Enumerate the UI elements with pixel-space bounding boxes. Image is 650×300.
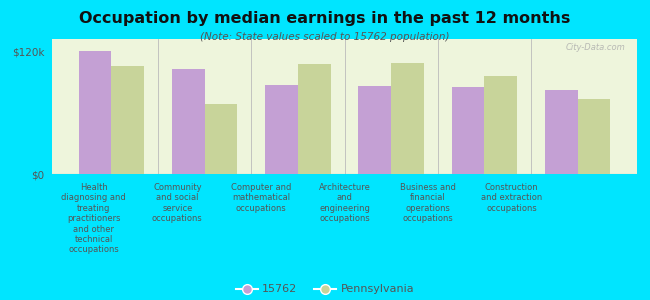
Text: Occupation by median earnings in the past 12 months: Occupation by median earnings in the pas… (79, 11, 571, 26)
Text: City-Data.com: City-Data.com (566, 43, 625, 52)
Text: Health
diagnosing and
treating
practitioners
and other
technical
occupations: Health diagnosing and treating practitio… (61, 183, 126, 254)
Bar (359, 86, 391, 174)
Bar (452, 87, 484, 174)
Bar (172, 69, 205, 174)
Bar (484, 76, 517, 174)
Text: Computer and
mathematical
occupations: Computer and mathematical occupations (231, 183, 291, 213)
Text: (Note: State values scaled to 15762 population): (Note: State values scaled to 15762 popu… (200, 32, 450, 41)
Bar (79, 51, 111, 174)
Bar (265, 85, 298, 174)
Bar (205, 104, 237, 174)
Legend: 15762, Pennsylvania: 15762, Pennsylvania (235, 284, 415, 294)
Text: Construction
and extraction
occupations: Construction and extraction occupations (481, 183, 542, 213)
Bar (578, 99, 610, 174)
Text: Business and
financial
operations
occupations: Business and financial operations occupa… (400, 183, 456, 223)
Bar (298, 64, 330, 174)
Bar (391, 62, 424, 174)
Text: Architecture
and
engineering
occupations: Architecture and engineering occupations (318, 183, 370, 223)
Text: Community
and social
service
occupations: Community and social service occupations (152, 183, 203, 223)
Bar (111, 66, 144, 174)
Bar (545, 90, 578, 174)
